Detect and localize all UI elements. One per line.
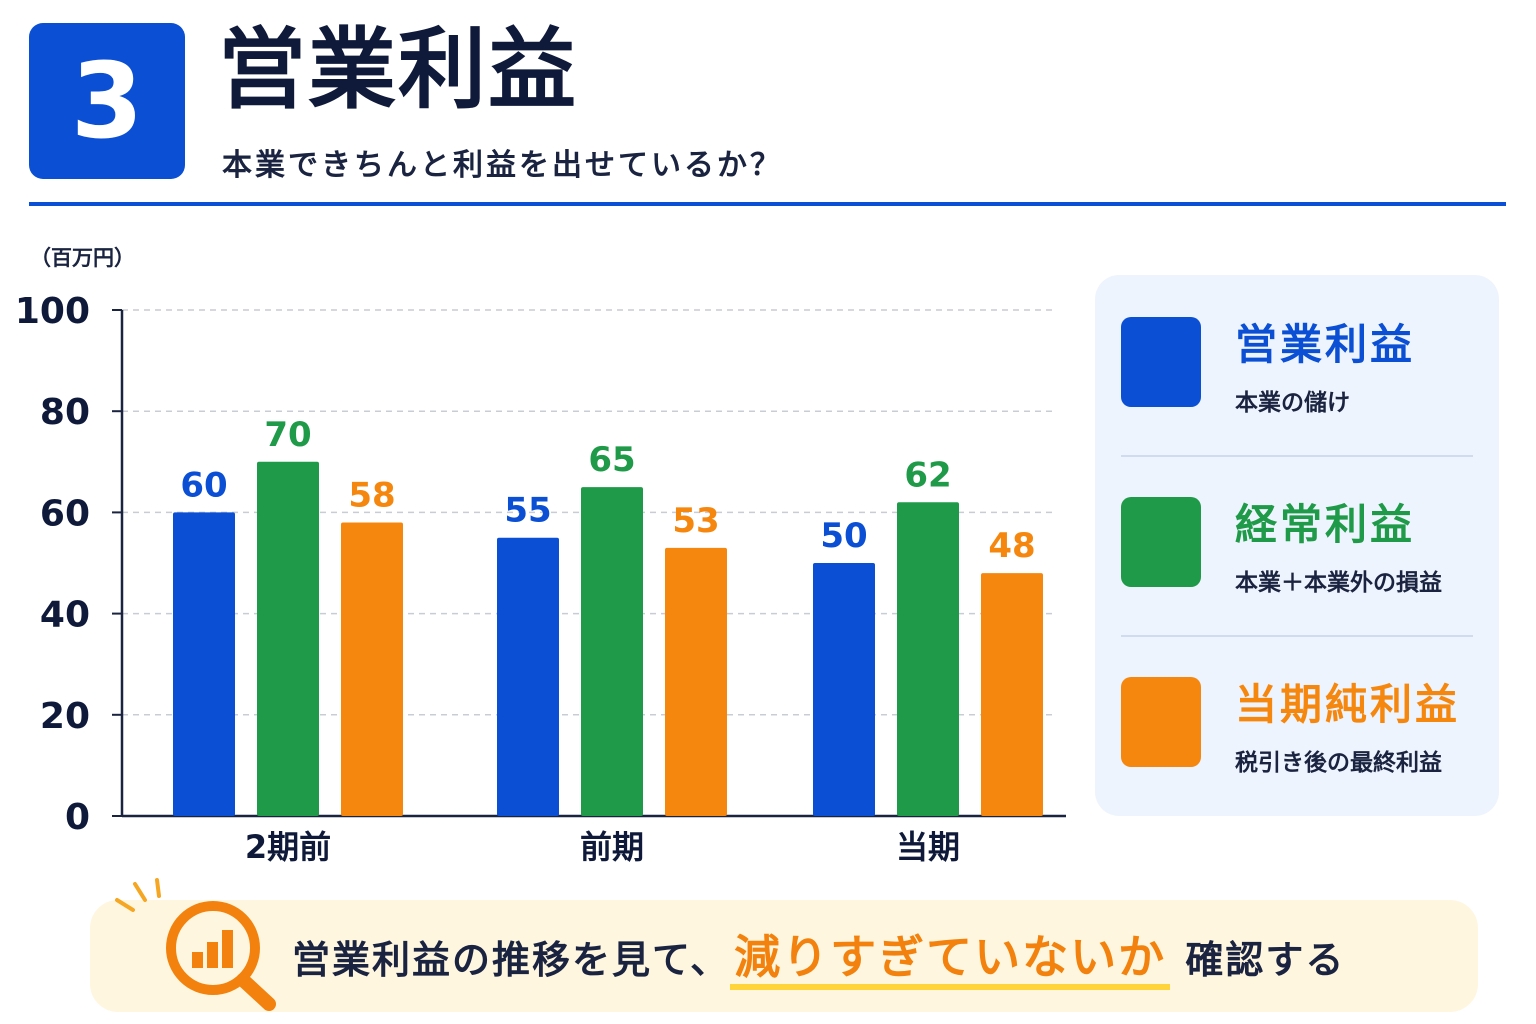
bar-chart: （百万円） 0 20 40 60 80 100 60 70 58 2期前 55 65 53 前期 50 62 48… [15,246,1066,866]
legend-title: 経常利益 [1235,500,1416,549]
section-number: 3 [70,40,144,162]
legend-swatch-ordinary-profit [1121,497,1201,587]
bar [981,573,1043,816]
y-tick-label: 100 [15,291,90,332]
data-label: 70 [264,415,311,455]
bar [897,502,959,816]
y-tick-label: 20 [40,696,90,737]
legend-swatch-net-profit [1121,677,1201,767]
legend-item-ordinary-profit: 経常利益 本業＋本業外の損益 [1095,455,1499,635]
page-subtitle: 本業できちんと利益を出せているか？ [222,148,783,183]
legend-swatch-operating-profit [1121,317,1201,407]
data-label: 53 [672,501,719,541]
x-tick-label: 当期 [896,828,960,866]
bar [173,512,235,816]
page-title: 営業利益 [218,18,579,121]
legend-item-net-profit: 当期純利益 税引き後の最終利益 [1095,635,1499,815]
bar [257,461,319,816]
y-unit-label: （百万円） [30,246,135,270]
legend-desc: 税引き後の最終利益 [1235,750,1442,776]
data-label: 65 [588,440,635,480]
x-tick-label: 2期前 [245,828,331,866]
y-tick-label: 0 [65,797,90,838]
legend-divider [1121,455,1473,457]
tip-highlight: 減りすぎていないか [730,930,1171,990]
data-label: 58 [348,476,395,516]
bar [497,537,559,816]
bar [665,547,727,816]
section-number-badge: 3 [29,23,185,179]
data-label: 50 [820,516,867,556]
data-label: 48 [988,526,1035,566]
legend-divider [1121,635,1473,637]
legend-desc: 本業＋本業外の損益 [1235,570,1442,596]
x-tick-label: 前期 [580,828,644,866]
tip-text: 営業利益の推移を見て、減りすぎていないか 確認する [292,925,1345,992]
legend-title: 営業利益 [1235,320,1416,369]
magnifier-chart-icon [115,878,276,1011]
bar [581,487,643,816]
data-label: 55 [504,491,551,531]
legend-desc: 本業の儲け [1235,390,1350,416]
bar [341,522,403,816]
data-label: 62 [904,455,951,495]
y-tick-label: 60 [40,493,90,534]
data-label: 60 [180,465,227,505]
y-tick-label: 40 [40,595,90,636]
legend-title: 当期純利益 [1235,680,1461,729]
header-divider [29,202,1506,206]
bar [813,563,875,816]
chart-legend: 営業利益 本業の儲け 経常利益 本業＋本業外の損益 当期純利益 税引き後の最終利… [1095,275,1499,816]
tip-text-before: 営業利益の推移を見て、 [292,938,731,982]
legend-item-operating-profit: 営業利益 本業の儲け [1095,275,1499,455]
y-tick-label: 80 [40,392,90,433]
tip-text-after: 確認する [1185,938,1346,982]
tip-banner [90,900,1478,1012]
